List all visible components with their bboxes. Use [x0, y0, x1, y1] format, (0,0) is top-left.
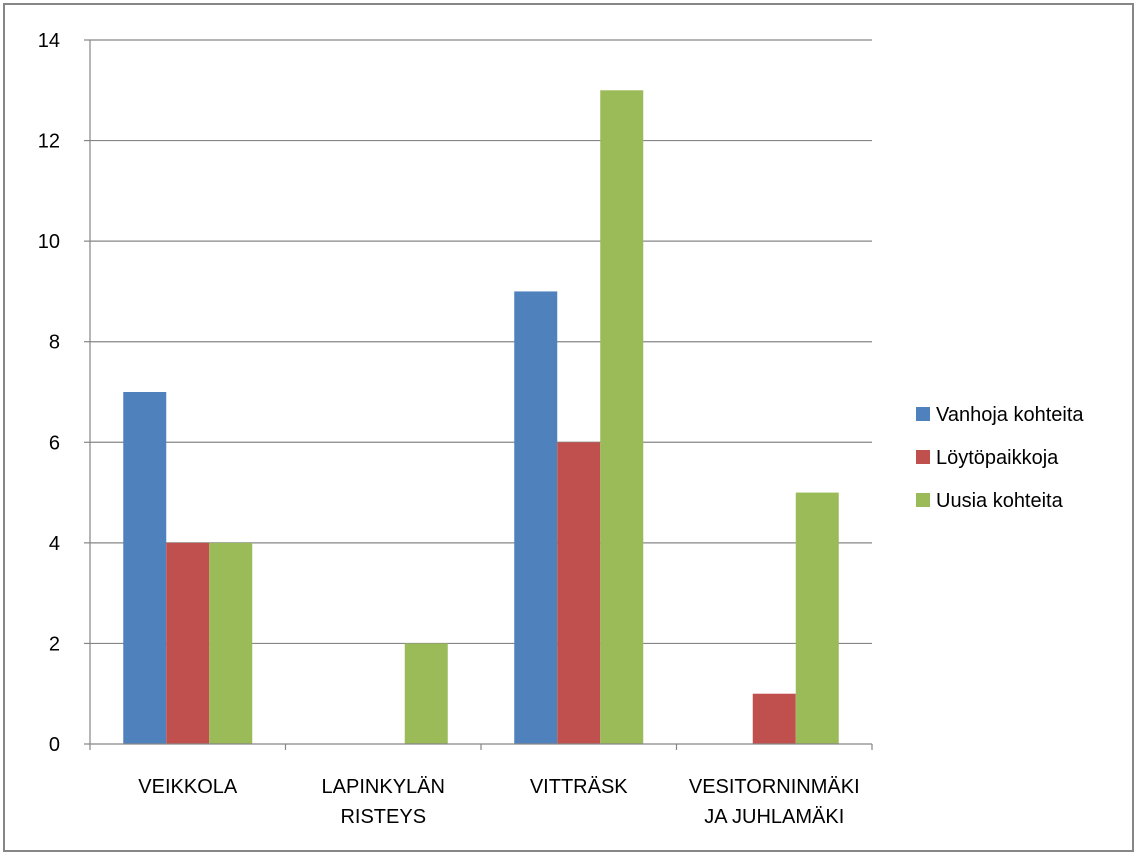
- x-tick-label-line: LAPINKYLÄN: [322, 776, 445, 798]
- x-tick-label: VEIKKOLA: [138, 776, 238, 798]
- x-tick-label-line: VESITORNINMÄKI: [689, 776, 860, 798]
- bar: [557, 442, 601, 744]
- bar: [514, 291, 558, 744]
- legend: Vanhoja kohteita Löytöpaikkoja Uusia kohte…: [916, 404, 1084, 512]
- x-tick-label-line: VITTRÄSK: [530, 776, 628, 798]
- bar: [600, 90, 644, 745]
- y-tick-label: 8: [49, 332, 60, 354]
- y-tick-label: 12: [38, 131, 60, 153]
- bar: [123, 392, 167, 744]
- bars: [123, 90, 839, 745]
- legend-swatch: [916, 493, 930, 507]
- x-tick-label-line: VEIKKOLA: [138, 776, 238, 798]
- bar: [795, 492, 839, 744]
- bar: [166, 542, 210, 744]
- y-tick-label: 2: [49, 633, 60, 655]
- y-tick-label: 6: [49, 432, 60, 454]
- x-tick-label-line: JA JUHLAMÄKI: [704, 806, 844, 828]
- x-tick-label: VITTRÄSK: [530, 776, 628, 798]
- x-tick-label: LAPINKYLÄN RISTEYS: [322, 776, 445, 828]
- y-tick-label: 0: [49, 734, 60, 756]
- axes: 0 2 4 6 8 10 12 14 VEIKKOLA LAPINKYLÄN RISTEYS VITT…: [38, 30, 873, 828]
- legend-label: Löytöpaikkoja: [936, 447, 1059, 469]
- bar: [752, 693, 796, 744]
- legend-label: Uusia kohteita: [936, 490, 1064, 512]
- y-tick-label: 10: [38, 231, 60, 253]
- y-tick-label: 4: [49, 533, 60, 555]
- legend-label: Vanhoja kohteita: [936, 404, 1084, 426]
- bar: [404, 643, 448, 744]
- y-tick-label: 14: [38, 30, 60, 52]
- x-tick-label: VESITORNINMÄKI JA JUHLAMÄKI: [689, 776, 860, 828]
- legend-swatch: [916, 407, 930, 421]
- bar: [209, 542, 253, 744]
- x-tick-label-line: RISTEYS: [340, 806, 426, 828]
- legend-swatch: [916, 450, 930, 464]
